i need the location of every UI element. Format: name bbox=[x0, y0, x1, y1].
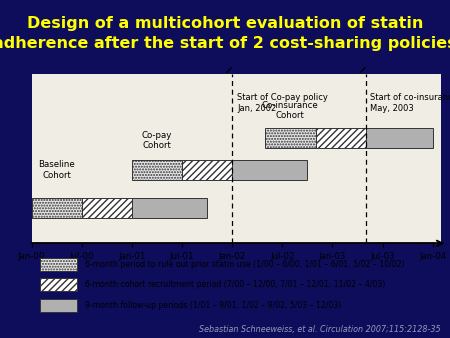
Bar bbox=[182, 160, 232, 180]
Bar bbox=[132, 198, 207, 218]
Bar bbox=[366, 128, 433, 148]
Bar bbox=[32, 198, 81, 218]
Text: 9-month follow-up periods (1/01 – 9/01, 1/02 – 9/02, 5/03 – 12/03): 9-month follow-up periods (1/01 – 9/01, … bbox=[85, 301, 341, 310]
Text: Co-insurance
Cohort: Co-insurance Cohort bbox=[262, 101, 319, 120]
Text: Co-pay
Cohort: Co-pay Cohort bbox=[142, 130, 172, 150]
Text: Baseline
Cohort: Baseline Cohort bbox=[38, 160, 75, 180]
Bar bbox=[315, 128, 366, 148]
Text: Sebastian Schneeweiss, et al. Circulation 2007;115:2128-35: Sebastian Schneeweiss, et al. Circulatio… bbox=[199, 325, 441, 334]
Text: Start of Co-pay policy
Jan, 2002: Start of Co-pay policy Jan, 2002 bbox=[237, 93, 328, 113]
Bar bbox=[132, 160, 182, 180]
Bar bbox=[40, 279, 76, 291]
Bar bbox=[232, 160, 307, 180]
Bar bbox=[40, 258, 76, 271]
Bar bbox=[266, 128, 315, 148]
Text: 6-month period to rule out prior statin use (1/00 – 6/00, 1/01 – 6/01, 5/02 – 10: 6-month period to rule out prior statin … bbox=[85, 260, 404, 269]
Bar bbox=[81, 198, 132, 218]
Text: Design of a multicohort evaluation of statin
adherence after the start of 2 cost: Design of a multicohort evaluation of st… bbox=[0, 17, 450, 51]
Text: 6-month cohort recruitment period (7/00 – 12/00, 7/01 – 12/01, 11/02 – 4/03): 6-month cohort recruitment period (7/00 … bbox=[85, 280, 385, 289]
Text: Start of co-insurance policy
May, 2003: Start of co-insurance policy May, 2003 bbox=[370, 93, 450, 113]
Bar bbox=[40, 299, 76, 312]
